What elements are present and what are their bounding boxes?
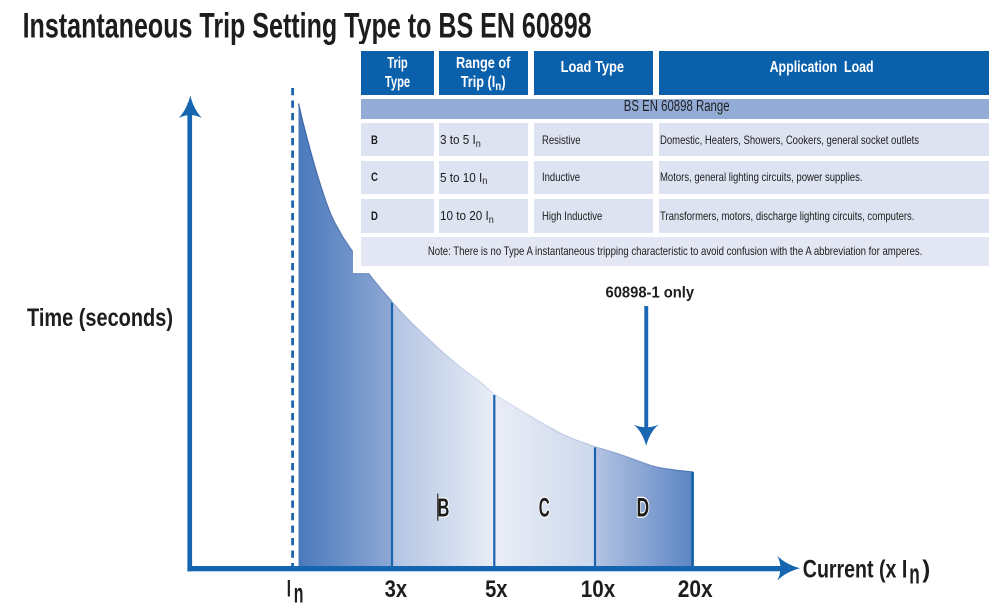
svg-text:Time (seconds): Time (seconds) xyxy=(27,304,173,332)
svg-text:I: I xyxy=(287,575,291,602)
svg-text:D: D xyxy=(637,493,650,523)
svg-text:n: n xyxy=(909,559,920,591)
svg-text:10x: 10x xyxy=(581,576,616,603)
svg-text:B: B xyxy=(437,492,449,522)
svg-text:60898-1 only: 60898-1 only xyxy=(606,284,695,301)
svg-text:3x: 3x xyxy=(385,576,408,603)
svg-text:20x: 20x xyxy=(678,576,713,603)
svg-text:Current (x I: Current (x I xyxy=(803,556,908,584)
svg-text:C: C xyxy=(539,493,550,523)
svg-text:): ) xyxy=(922,556,930,584)
svg-text:5x: 5x xyxy=(485,576,508,603)
svg-text:n: n xyxy=(294,578,304,609)
svg-text:Instantaneous Trip Setting Typ: Instantaneous Trip Setting Type to BS EN… xyxy=(23,7,592,46)
